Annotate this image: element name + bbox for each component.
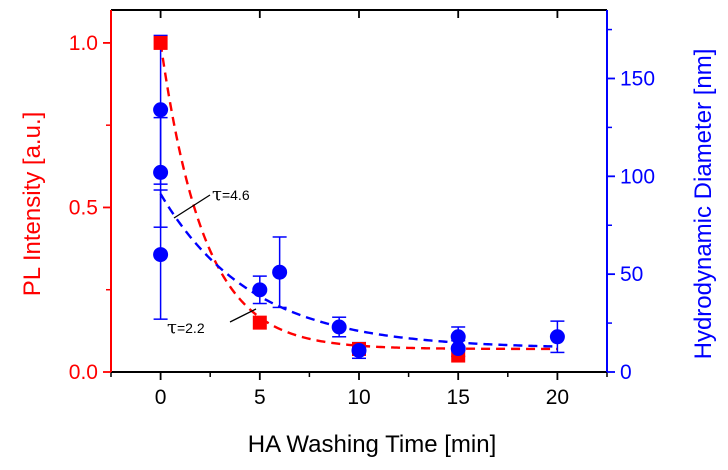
y-right-tick-label: 50 — [620, 263, 643, 286]
x-tick-label: 5 — [254, 386, 266, 409]
tau-symbol: τ — [167, 317, 177, 338]
y-right-tick-label: 150 — [620, 67, 655, 90]
diameter-point — [549, 329, 565, 345]
x-tick-label: 0 — [155, 386, 167, 409]
diameter-point — [153, 102, 169, 118]
diameter-fit-curve — [159, 193, 558, 348]
svg-text:τ=2.2: τ=2.2 — [167, 317, 205, 338]
diameter-point — [351, 342, 367, 358]
svg-text:τ=4.6: τ=4.6 — [212, 184, 250, 205]
diameter-point — [153, 164, 169, 180]
y-left-tick-label: 0.0 — [69, 361, 98, 384]
tau-symbol: τ — [212, 184, 222, 205]
x-tick-label: 15 — [447, 386, 470, 409]
y-left-tick-label: 1.0 — [69, 32, 98, 55]
x-axis-title: HA Washing Time [min] — [248, 431, 497, 458]
tau-annotation-4-6-label: =4.6 — [222, 187, 250, 203]
ticks: 0 5 10 15 20 0.0 0.5 1.0 0 50 100 150 — [69, 10, 655, 409]
tau-annotation-2-2: τ=2.2 — [167, 308, 257, 338]
tau-annotation-4-6: τ=4.6 — [173, 184, 250, 219]
y-left-tick-label: 0.5 — [69, 196, 98, 219]
y-left-axis-title: PL Intensity [a.u.] — [19, 112, 46, 297]
diameter-point — [450, 329, 466, 345]
pl-intensity-point — [153, 35, 168, 50]
tau-annotation-4-6-pointer — [173, 194, 211, 219]
diameter-point — [153, 247, 169, 263]
tau-annotation-2-2-label: =2.2 — [177, 320, 205, 336]
x-tick-label: 10 — [347, 386, 370, 409]
pl-intensity-point — [252, 315, 267, 330]
axes — [110, 9, 608, 373]
tau-annotation-2-2-pointer — [229, 308, 257, 323]
fit-curves — [159, 42, 558, 351]
data-markers — [153, 35, 565, 363]
y-right-tick-label: 0 — [620, 361, 632, 384]
y-right-tick-label: 100 — [620, 165, 655, 188]
x-tick-label: 20 — [546, 386, 569, 409]
diameter-point — [450, 341, 466, 357]
diameter-point — [331, 319, 347, 335]
diameter-point — [272, 264, 288, 280]
y-right-axis-title: Hydrodynamic Diameter [nm] — [690, 49, 717, 360]
diameter-point — [252, 282, 268, 298]
